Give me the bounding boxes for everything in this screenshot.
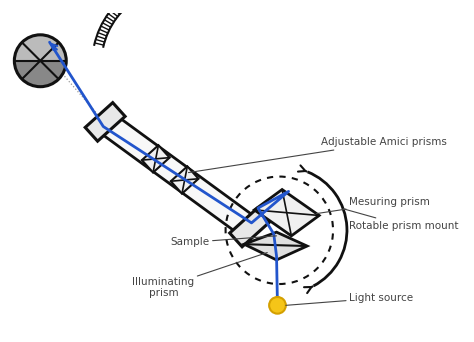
Circle shape (269, 297, 286, 314)
Text: Mesuring prism: Mesuring prism (316, 197, 430, 214)
Polygon shape (230, 208, 270, 247)
Polygon shape (85, 103, 125, 141)
Text: Scale: Scale (0, 341, 1, 342)
Text: Adjustable Amici prisms: Adjustable Amici prisms (189, 137, 447, 173)
Text: Illuminating
prism: Illuminating prism (132, 252, 267, 298)
Circle shape (14, 35, 66, 87)
Polygon shape (255, 189, 319, 236)
Polygon shape (244, 232, 307, 260)
Polygon shape (96, 114, 259, 236)
Text: Light source: Light source (286, 293, 413, 305)
Text: Sample: Sample (171, 236, 276, 247)
Text: Rotable prism mount: Rotable prism mount (343, 209, 458, 231)
Polygon shape (171, 166, 199, 194)
Polygon shape (14, 35, 66, 61)
Polygon shape (142, 145, 170, 172)
